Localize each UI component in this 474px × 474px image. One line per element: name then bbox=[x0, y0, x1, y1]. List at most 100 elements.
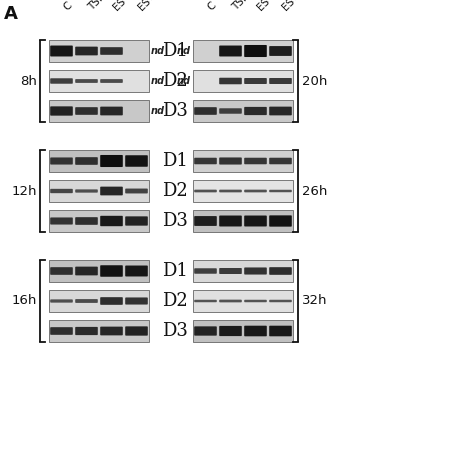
FancyBboxPatch shape bbox=[100, 155, 123, 167]
FancyBboxPatch shape bbox=[50, 300, 73, 302]
FancyBboxPatch shape bbox=[75, 267, 98, 275]
FancyBboxPatch shape bbox=[269, 107, 292, 115]
Text: D3: D3 bbox=[162, 322, 188, 340]
Text: 26h: 26h bbox=[302, 184, 328, 198]
Bar bbox=[193, 40, 293, 62]
FancyBboxPatch shape bbox=[50, 78, 73, 84]
Text: D1: D1 bbox=[162, 42, 188, 60]
FancyBboxPatch shape bbox=[75, 327, 98, 335]
Bar bbox=[49, 180, 149, 202]
FancyBboxPatch shape bbox=[75, 190, 98, 192]
Bar bbox=[193, 260, 293, 282]
Bar bbox=[49, 210, 149, 232]
FancyBboxPatch shape bbox=[244, 326, 267, 337]
FancyBboxPatch shape bbox=[244, 158, 267, 164]
FancyBboxPatch shape bbox=[269, 300, 292, 302]
Bar bbox=[193, 180, 293, 202]
FancyBboxPatch shape bbox=[100, 265, 123, 277]
Text: A: A bbox=[4, 5, 18, 23]
FancyBboxPatch shape bbox=[50, 106, 73, 116]
FancyBboxPatch shape bbox=[269, 78, 292, 84]
FancyBboxPatch shape bbox=[194, 190, 217, 192]
Bar bbox=[49, 260, 149, 282]
FancyBboxPatch shape bbox=[75, 107, 98, 115]
Text: 12h: 12h bbox=[11, 184, 37, 198]
FancyBboxPatch shape bbox=[219, 157, 242, 164]
Text: D3: D3 bbox=[162, 102, 188, 120]
Bar bbox=[49, 40, 149, 62]
FancyBboxPatch shape bbox=[219, 326, 242, 336]
Text: nd: nd bbox=[151, 46, 165, 56]
FancyBboxPatch shape bbox=[219, 268, 242, 274]
Text: D2: D2 bbox=[162, 292, 188, 310]
FancyBboxPatch shape bbox=[75, 299, 98, 303]
FancyBboxPatch shape bbox=[100, 216, 123, 226]
FancyBboxPatch shape bbox=[219, 46, 242, 56]
Text: 32h: 32h bbox=[302, 294, 328, 308]
FancyBboxPatch shape bbox=[269, 158, 292, 164]
Text: D2: D2 bbox=[162, 72, 188, 90]
Text: 20h: 20h bbox=[302, 74, 328, 88]
Text: nd: nd bbox=[151, 76, 165, 86]
FancyBboxPatch shape bbox=[50, 267, 73, 275]
FancyBboxPatch shape bbox=[75, 157, 98, 165]
FancyBboxPatch shape bbox=[50, 189, 73, 193]
Bar bbox=[193, 100, 293, 122]
Text: ES: ES bbox=[255, 0, 272, 12]
FancyBboxPatch shape bbox=[194, 158, 217, 164]
FancyBboxPatch shape bbox=[244, 78, 267, 84]
FancyBboxPatch shape bbox=[100, 327, 123, 336]
Text: nd: nd bbox=[177, 46, 191, 56]
FancyBboxPatch shape bbox=[269, 215, 292, 227]
Bar bbox=[193, 290, 293, 312]
Text: D3: D3 bbox=[162, 212, 188, 230]
Text: D1: D1 bbox=[162, 152, 188, 170]
FancyBboxPatch shape bbox=[125, 298, 148, 305]
Bar bbox=[49, 70, 149, 92]
FancyBboxPatch shape bbox=[244, 267, 267, 274]
Bar bbox=[49, 150, 149, 172]
FancyBboxPatch shape bbox=[194, 300, 217, 302]
FancyBboxPatch shape bbox=[244, 216, 267, 227]
FancyBboxPatch shape bbox=[75, 79, 98, 83]
FancyBboxPatch shape bbox=[219, 216, 242, 227]
FancyBboxPatch shape bbox=[269, 326, 292, 337]
Text: ES: ES bbox=[111, 0, 128, 12]
Text: C: C bbox=[206, 0, 218, 12]
FancyBboxPatch shape bbox=[269, 190, 292, 192]
FancyBboxPatch shape bbox=[219, 300, 242, 302]
FancyBboxPatch shape bbox=[50, 46, 73, 56]
Bar bbox=[49, 100, 149, 122]
Bar bbox=[49, 320, 149, 342]
Text: ES+TSH: ES+TSH bbox=[137, 0, 173, 12]
FancyBboxPatch shape bbox=[100, 297, 123, 305]
FancyBboxPatch shape bbox=[219, 190, 242, 192]
Bar bbox=[193, 70, 293, 92]
FancyBboxPatch shape bbox=[100, 79, 123, 83]
Text: TSH: TSH bbox=[230, 0, 252, 12]
Bar bbox=[193, 320, 293, 342]
FancyBboxPatch shape bbox=[244, 300, 267, 302]
FancyBboxPatch shape bbox=[125, 189, 148, 193]
FancyBboxPatch shape bbox=[269, 46, 292, 56]
Text: TSH: TSH bbox=[86, 0, 108, 12]
Text: D2: D2 bbox=[162, 182, 188, 200]
FancyBboxPatch shape bbox=[50, 218, 73, 225]
FancyBboxPatch shape bbox=[244, 107, 267, 115]
FancyBboxPatch shape bbox=[125, 155, 148, 167]
FancyBboxPatch shape bbox=[194, 327, 217, 336]
FancyBboxPatch shape bbox=[244, 190, 267, 192]
Text: 16h: 16h bbox=[12, 294, 37, 308]
Text: 8h: 8h bbox=[20, 74, 37, 88]
FancyBboxPatch shape bbox=[194, 107, 217, 115]
FancyBboxPatch shape bbox=[125, 265, 148, 276]
FancyBboxPatch shape bbox=[194, 268, 217, 273]
Text: nd: nd bbox=[151, 106, 165, 116]
FancyBboxPatch shape bbox=[125, 327, 148, 336]
FancyBboxPatch shape bbox=[194, 216, 217, 226]
Bar bbox=[193, 210, 293, 232]
FancyBboxPatch shape bbox=[50, 157, 73, 164]
FancyBboxPatch shape bbox=[50, 327, 73, 335]
FancyBboxPatch shape bbox=[75, 217, 98, 225]
Text: D1: D1 bbox=[162, 262, 188, 280]
